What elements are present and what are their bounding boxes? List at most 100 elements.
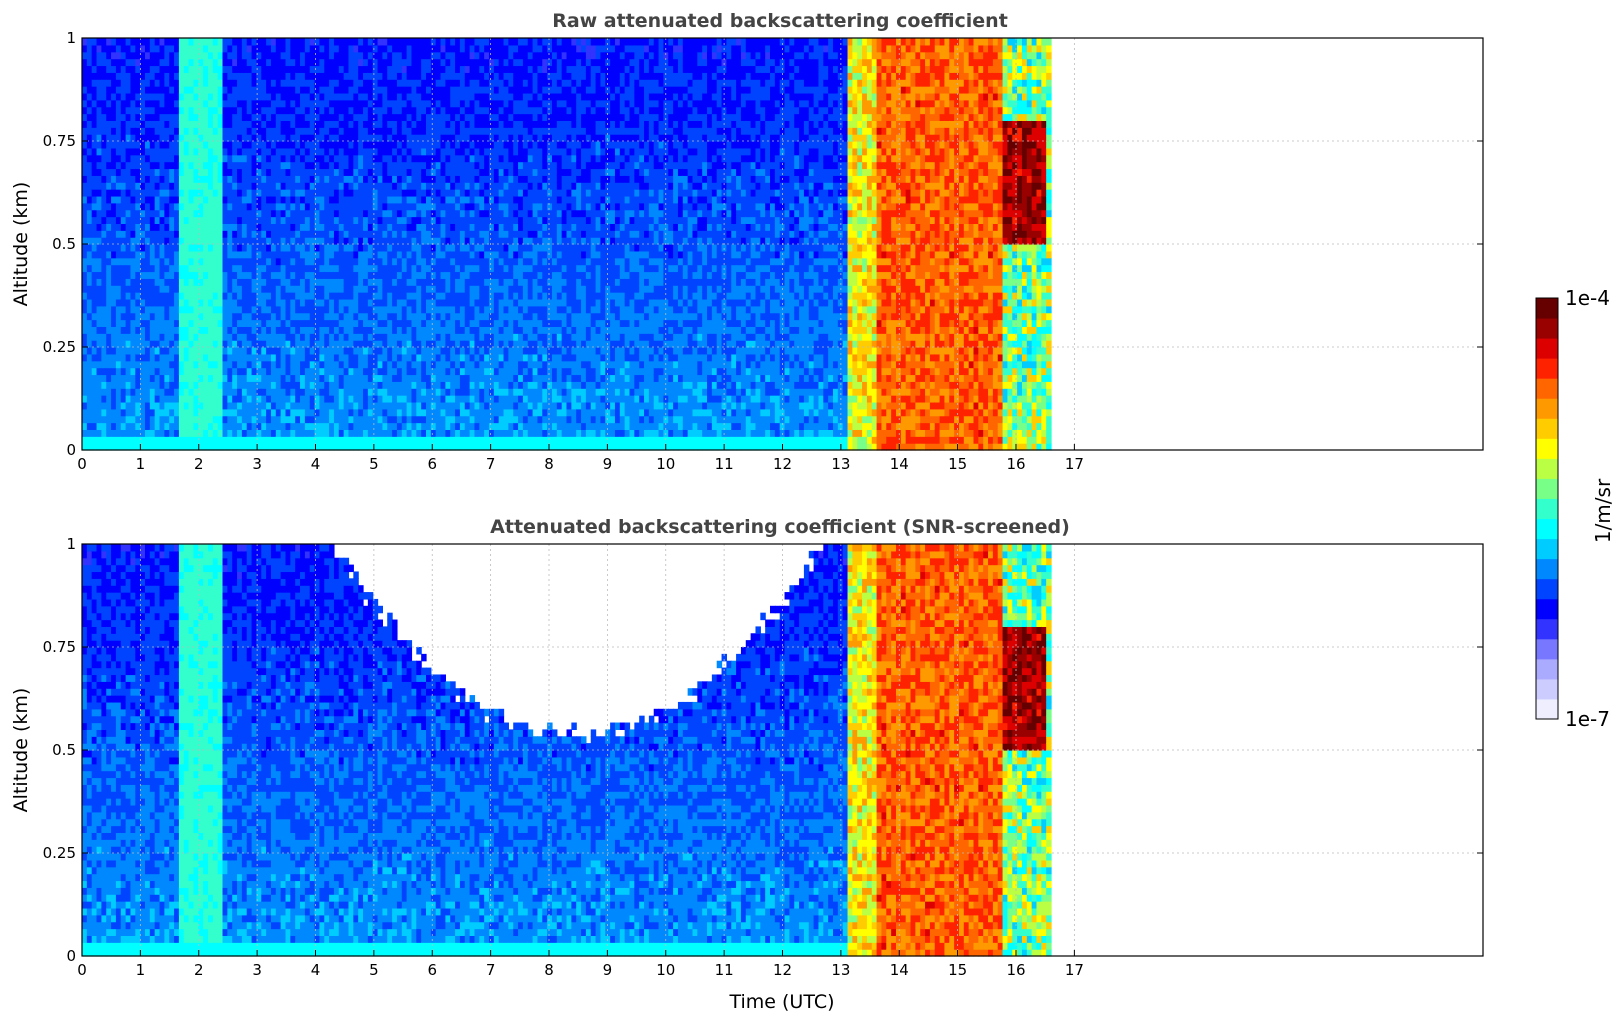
heatmap-cell	[144, 298, 151, 307]
heatmap-cell	[232, 38, 238, 46]
heatmap-cell	[455, 106, 461, 115]
heatmap-cell	[222, 415, 228, 424]
heatmap-cell	[377, 285, 383, 293]
heatmap-cell	[169, 415, 175, 424]
heatmap-cell	[338, 340, 345, 348]
heatmap-cell	[304, 44, 311, 53]
heatmap-cell	[372, 429, 379, 437]
heatmap-cell	[377, 154, 383, 163]
heatmap-cell	[469, 65, 476, 73]
heatmap-cell	[159, 388, 165, 396]
heatmap-cell	[300, 374, 306, 382]
heatmap-cell	[367, 408, 374, 417]
heatmap-cell	[275, 141, 282, 149]
heatmap-cell	[164, 408, 170, 417]
heatmap-cell	[120, 168, 127, 176]
heatmap-cell	[459, 161, 466, 170]
heatmap-cell	[144, 415, 151, 424]
heatmap-cell	[96, 367, 102, 376]
heatmap-cell	[227, 264, 233, 273]
heatmap-cell	[426, 72, 432, 80]
heatmap-cell	[203, 408, 209, 417]
heatmap-cell	[367, 86, 374, 94]
heatmap-cell	[285, 65, 291, 73]
heatmap-cell	[270, 99, 277, 108]
heatmap-cell	[309, 381, 316, 389]
heatmap-cell	[96, 120, 102, 128]
heatmap-cell	[411, 333, 417, 341]
heatmap-cell	[275, 429, 282, 437]
heatmap-cell	[314, 147, 321, 156]
heatmap-cell	[440, 429, 446, 437]
heatmap-cell	[343, 86, 350, 94]
heatmap-cell	[338, 223, 345, 231]
heatmap-cell	[178, 99, 185, 108]
heatmap-cell	[193, 79, 199, 87]
heatmap-cell	[392, 38, 398, 46]
heatmap-cell	[285, 278, 291, 286]
heatmap-cell	[421, 312, 427, 321]
heatmap-cell	[367, 44, 374, 53]
heatmap-cell	[353, 230, 359, 238]
heatmap-cell	[164, 312, 170, 321]
heatmap-cell	[212, 120, 219, 128]
heatmap-cell	[280, 72, 287, 80]
heatmap-cell	[358, 271, 364, 279]
heatmap-cell	[275, 250, 282, 259]
heatmap-cell	[304, 305, 311, 314]
heatmap-cell	[188, 209, 195, 218]
heatmap-cell	[290, 79, 296, 87]
heatmap-cell	[115, 189, 122, 197]
heatmap-cell	[387, 72, 393, 80]
heatmap-cell	[140, 216, 146, 224]
heatmap-cell	[358, 92, 364, 101]
heatmap-cell	[222, 326, 228, 334]
heatmap-cell	[300, 244, 306, 252]
heatmap-cell	[140, 360, 146, 369]
heatmap-cell	[82, 168, 88, 176]
heatmap-cell	[333, 374, 340, 382]
heatmap-cell	[435, 230, 442, 238]
heatmap-cell	[440, 278, 446, 286]
heatmap-cell	[309, 353, 316, 362]
heatmap-cell	[358, 443, 364, 451]
heatmap-cell	[411, 319, 417, 327]
heatmap-cell	[333, 120, 340, 128]
heatmap-cell	[377, 415, 383, 424]
heatmap-cell	[275, 216, 282, 224]
heatmap-cell	[178, 381, 185, 389]
heatmap-cell	[193, 244, 199, 252]
heatmap-cell	[169, 79, 175, 87]
heatmap-cell	[392, 154, 398, 163]
heatmap-cell	[241, 51, 248, 60]
heatmap-cell	[275, 264, 282, 273]
heatmap-cell	[455, 250, 461, 259]
heatmap-cell	[401, 395, 408, 403]
heatmap-cell	[203, 44, 209, 53]
heatmap-cell	[193, 154, 199, 163]
heatmap-cell	[111, 161, 117, 170]
heatmap-cell	[290, 127, 296, 135]
heatmap-cell	[188, 257, 195, 266]
heatmap-cell	[377, 374, 383, 382]
heatmap-cell	[246, 312, 253, 321]
heatmap-cell	[144, 65, 151, 73]
heatmap-cell	[387, 134, 393, 142]
heatmap-cell	[372, 141, 379, 149]
heatmap-cell	[207, 360, 214, 369]
heatmap-cell	[130, 422, 136, 430]
heatmap-cell	[396, 429, 403, 437]
heatmap-cell	[193, 367, 199, 376]
heatmap-cell	[353, 161, 359, 170]
heatmap-cell	[82, 51, 88, 60]
heatmap-cell	[207, 436, 214, 444]
heatmap-cell	[212, 65, 219, 73]
heatmap-cell	[358, 175, 364, 183]
heatmap-cell	[275, 305, 282, 314]
heatmap-cell	[232, 79, 238, 87]
heatmap-cell	[111, 333, 117, 341]
heatmap-cell	[270, 182, 277, 190]
heatmap-cell	[246, 175, 253, 183]
heatmap-cell	[241, 353, 248, 362]
heatmap-cell	[183, 51, 190, 60]
